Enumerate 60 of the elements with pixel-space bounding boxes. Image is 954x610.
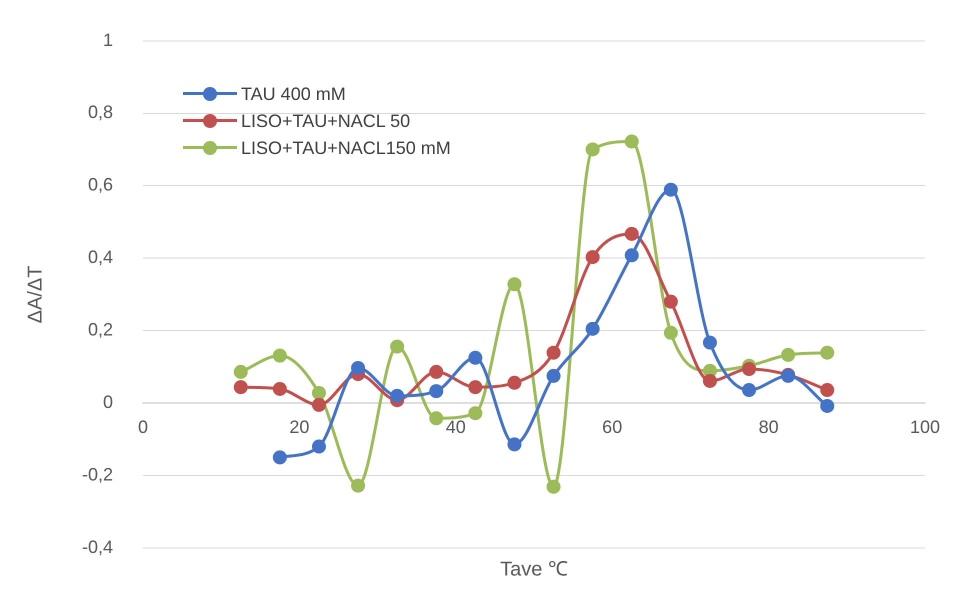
point <box>586 142 600 156</box>
point <box>272 450 287 464</box>
legend-label: TAU 400 mM <box>241 84 346 105</box>
point <box>702 374 717 388</box>
point <box>234 364 248 379</box>
point <box>624 248 639 262</box>
point <box>624 134 639 149</box>
point <box>351 478 366 493</box>
point <box>312 398 326 412</box>
point <box>468 406 482 420</box>
y-tick-label: -0,4 <box>82 536 114 557</box>
x-tick-label: 80 <box>758 416 779 437</box>
point <box>468 380 482 394</box>
point <box>586 250 600 264</box>
point <box>390 340 404 354</box>
point <box>820 346 834 360</box>
point <box>781 348 796 362</box>
y-tick-label: 0,8 <box>88 102 114 122</box>
point <box>429 364 444 379</box>
point <box>586 322 600 336</box>
x-tick-label: 60 <box>602 416 622 437</box>
point <box>390 388 404 403</box>
point <box>664 182 678 197</box>
point <box>272 382 287 396</box>
point <box>742 383 756 398</box>
point <box>507 277 522 292</box>
point <box>820 398 834 413</box>
x-tick-label: 20 <box>289 416 310 437</box>
legend-label: LISO+TAU+NACL150 mM <box>241 138 451 159</box>
x-tick-label: 40 <box>446 416 466 437</box>
point <box>742 362 756 376</box>
point <box>312 386 326 400</box>
point <box>429 384 444 398</box>
legend-label: LISO+TAU+NACL 50 <box>241 110 410 132</box>
point <box>546 480 561 494</box>
point <box>624 226 639 241</box>
point <box>312 440 326 454</box>
y-tick-label: -0,2 <box>82 464 114 485</box>
point <box>546 368 561 383</box>
x-tick-label: 100 <box>910 416 940 437</box>
point <box>702 336 717 350</box>
point <box>272 348 287 363</box>
point <box>234 380 248 394</box>
y-tick-label: 0,6 <box>88 174 114 195</box>
point <box>507 437 522 452</box>
point <box>507 376 522 390</box>
point <box>468 350 482 365</box>
point <box>664 326 678 340</box>
point <box>664 294 678 309</box>
y-axis-title: ΔA/ΔT <box>24 265 47 324</box>
point <box>351 360 366 375</box>
x-tick-label: 0 <box>138 416 148 437</box>
y-tick-label: 0,4 <box>88 247 114 268</box>
point <box>546 346 561 360</box>
y-tick-label: 1 <box>103 30 114 50</box>
x-axis-title: Tave ℃ <box>500 558 568 581</box>
point <box>820 383 834 398</box>
point <box>429 411 444 426</box>
y-tick-label: 0 <box>103 392 114 412</box>
y-tick-label: 0,2 <box>88 320 114 340</box>
